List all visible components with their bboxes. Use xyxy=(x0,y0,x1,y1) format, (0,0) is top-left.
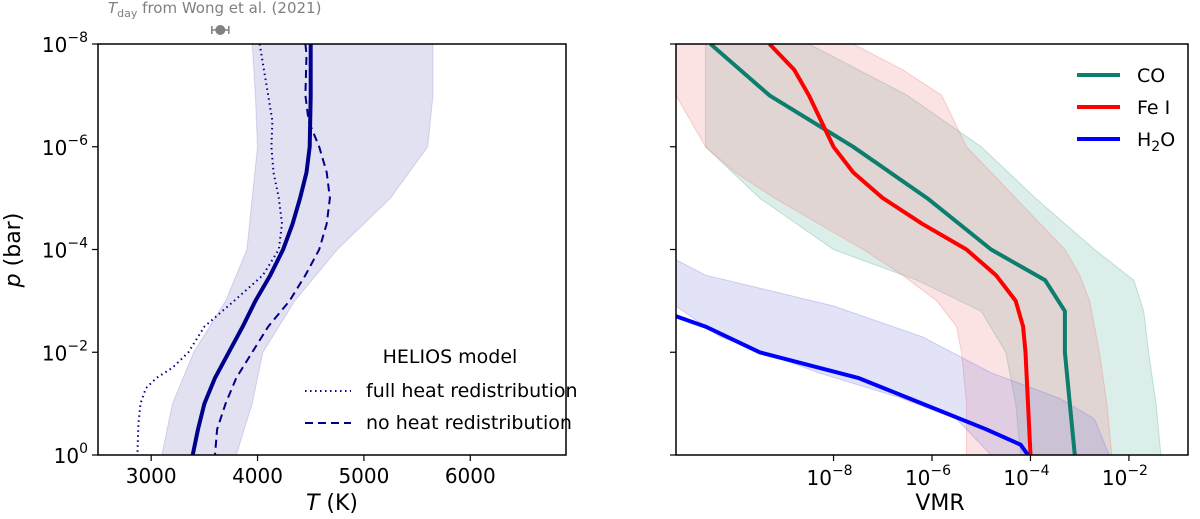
legend-title: HELIOS model xyxy=(383,346,518,368)
tday-errorbar xyxy=(211,25,230,35)
left-x-tick-label: 6000 xyxy=(445,464,496,488)
right-x-tick-label: 10−6 xyxy=(905,463,951,490)
left-panel: 3000 4000 5000 6000 10−8 10−6 10−4 10−2 100 T (… xyxy=(1,0,578,516)
tp-profile-dashed xyxy=(214,44,331,455)
svg-text:Tday from Wong et al. (2021): Tday from Wong et al. (2021) xyxy=(108,0,321,20)
left-y-axis-label: p (bar) xyxy=(1,213,26,289)
right-panel: 10−8 10−6 10−4 10−2 VMR CO Fe I H2O xyxy=(670,43,1189,516)
right-x-tick-label: 10−4 xyxy=(1003,463,1049,490)
left-y-tick-label: 10−8 xyxy=(42,30,88,57)
legend-entry-full: full heat redistribution xyxy=(366,380,578,402)
legend-h2o-label: H2O xyxy=(1137,129,1175,155)
right-x-tick-label: 10−2 xyxy=(1102,463,1148,490)
left-x-tick-label: 3000 xyxy=(126,464,177,488)
left-x-tick-label: 5000 xyxy=(338,464,389,488)
legend-co-label: CO xyxy=(1137,65,1165,87)
tday-annotation: Tday from Wong et al. (2021) xyxy=(108,0,321,35)
right-x-tick-label: 10−8 xyxy=(806,463,852,490)
vmr-band-fe-i xyxy=(676,44,1113,455)
tp-profile-solid xyxy=(190,44,313,455)
left-x-axis-label: T (K) xyxy=(306,491,358,516)
vmr-line-co xyxy=(709,44,1077,455)
vmr-band-co xyxy=(705,44,1162,455)
errorbar-point xyxy=(215,25,226,35)
legend-entry-none: no heat redistribution xyxy=(366,412,572,434)
left-legend: HELIOS model full heat redistribution no… xyxy=(305,346,578,434)
vmr-line-fe-i xyxy=(768,44,1033,455)
right-legend: CO Fe I H2O xyxy=(1077,65,1175,155)
legend-fe-label: Fe I xyxy=(1137,97,1170,119)
left-y-tick-label: 10−4 xyxy=(42,236,88,263)
right-x-axis-label: VMR xyxy=(915,491,964,516)
vmr-band-h2o xyxy=(676,259,1110,455)
left-y-tick-label: 10−2 xyxy=(42,338,88,365)
left-x-tick-label: 4000 xyxy=(232,464,283,488)
left-y-tick-label: 100 xyxy=(54,441,88,468)
left-y-tick-label: 10−6 xyxy=(42,133,88,160)
vmr-line-h2o xyxy=(676,314,1030,455)
